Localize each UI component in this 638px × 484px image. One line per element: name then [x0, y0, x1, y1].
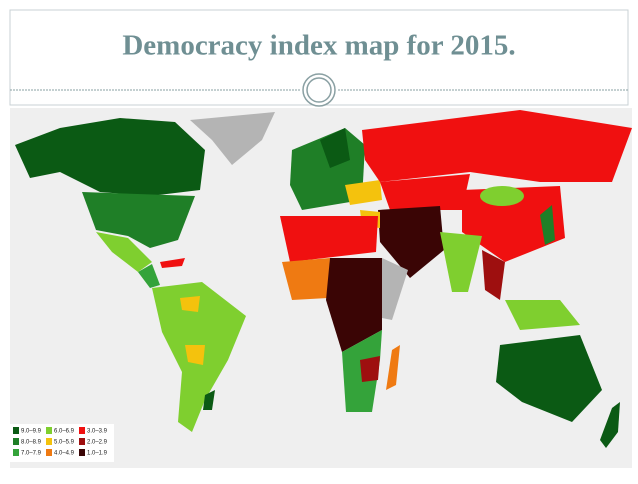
central-america	[138, 264, 160, 288]
usa	[82, 192, 195, 248]
india	[440, 232, 482, 292]
new-zealand	[600, 402, 620, 448]
venezuela	[180, 296, 200, 312]
middle-east	[378, 206, 444, 278]
somalia	[382, 258, 408, 320]
legend-label: 3.0–3.9	[87, 429, 108, 435]
west-africa	[282, 258, 330, 300]
japan	[540, 205, 555, 245]
legend-swatch	[46, 438, 52, 445]
eastern-europe	[345, 180, 382, 205]
cuba	[160, 258, 185, 268]
central-africa	[326, 258, 382, 352]
legend-label: 7.0–7.9	[21, 451, 42, 457]
china	[462, 186, 565, 262]
legend-label: 8.0–8.9	[21, 440, 42, 446]
legend: 9.0–9.9 8.0–8.9 7.0–7.9 6.0–6.9 5.0–5.9 4.0–4…	[10, 424, 114, 462]
legend-swatch	[46, 449, 52, 456]
legend-swatch	[13, 438, 19, 445]
legend-label: 9.0–9.9	[21, 429, 42, 435]
legend-swatch	[79, 438, 85, 445]
canada	[15, 118, 205, 196]
scandinavia	[320, 128, 350, 168]
legend-swatch	[13, 449, 19, 456]
legend-label: 1.0–1.9	[87, 451, 108, 457]
north-africa	[280, 216, 378, 262]
madagascar	[386, 345, 400, 390]
legend-label: 5.0–5.9	[54, 440, 75, 446]
world-map	[10, 108, 632, 468]
mexico	[96, 232, 152, 272]
zimbabwe	[360, 356, 380, 382]
legend-label: 6.0–6.9	[54, 429, 75, 435]
indonesia	[505, 300, 580, 330]
slide-title: Democracy index map for 2015.	[122, 30, 515, 62]
mongolia	[480, 186, 524, 206]
greenland	[190, 112, 275, 165]
legend-label: 4.0–4.9	[54, 451, 75, 457]
legend-label: 2.0–2.9	[87, 440, 108, 446]
legend-swatch	[79, 427, 85, 434]
uruguay	[203, 390, 215, 410]
bolivia	[185, 345, 205, 365]
russia	[362, 110, 632, 182]
legend-swatch	[79, 449, 85, 456]
divider-ornament	[306, 77, 332, 103]
central-asia	[380, 174, 470, 210]
legend-swatch	[13, 427, 19, 434]
australia	[496, 335, 602, 422]
southeast-asia	[482, 250, 505, 300]
legend-background	[10, 424, 114, 462]
legend-swatch	[46, 427, 52, 434]
